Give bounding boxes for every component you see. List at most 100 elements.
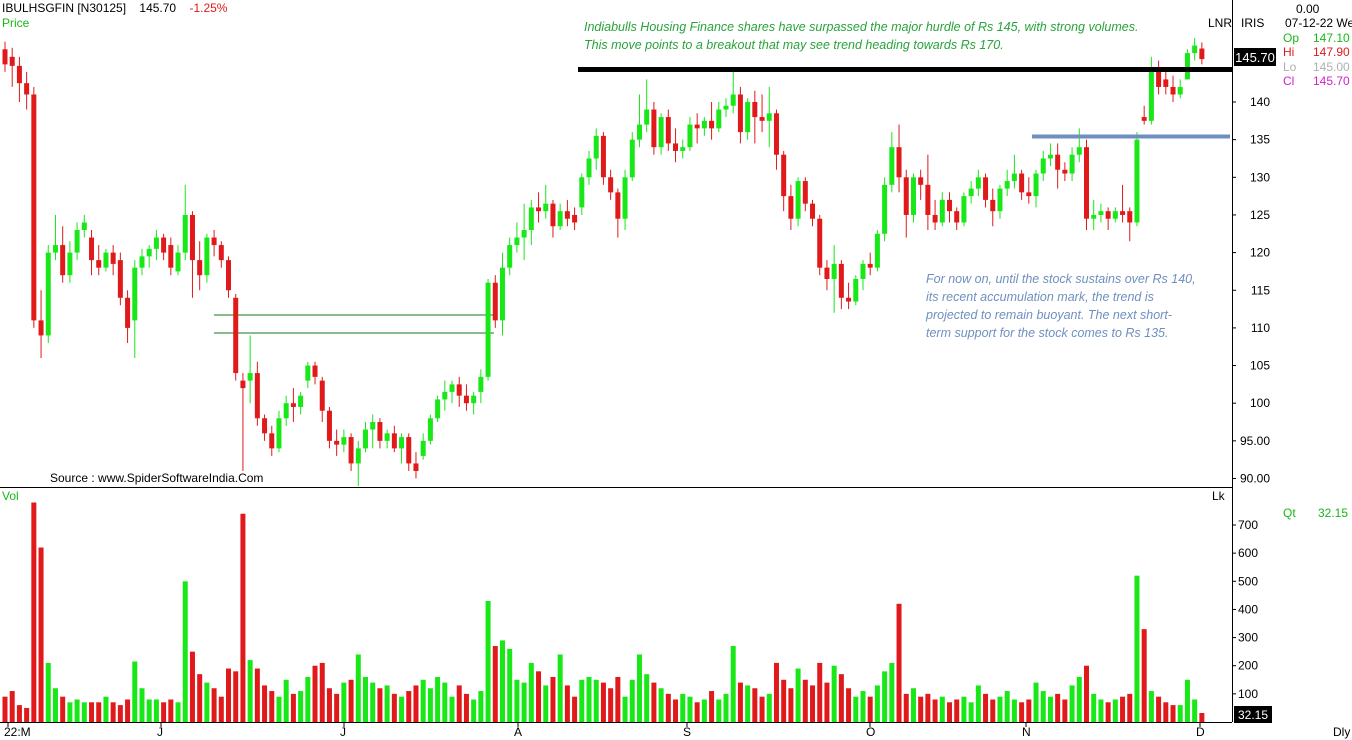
volume-bar (817, 662, 823, 722)
candle (312, 361, 318, 385)
candle (1148, 56, 1154, 125)
candle (449, 380, 455, 404)
volume-bar (24, 707, 30, 722)
candle (593, 128, 599, 170)
volume-bar (853, 696, 859, 722)
candle (680, 139, 686, 159)
volume-bar (197, 674, 203, 722)
candle (752, 90, 758, 144)
volume-bar (326, 688, 332, 722)
volume-bar (38, 547, 44, 722)
candle (838, 260, 844, 310)
candle-body (370, 422, 376, 430)
price-tick-label: 95.00 (1240, 434, 1270, 448)
volume-bar (240, 513, 246, 722)
candle (665, 109, 671, 151)
volume-bar (810, 685, 816, 722)
candle (536, 192, 542, 223)
candle-body (1055, 154, 1061, 170)
volume-bar (1148, 691, 1154, 722)
volume-bar (1112, 699, 1118, 722)
volume-bar (1163, 702, 1169, 722)
candle-body (435, 399, 441, 419)
volume-bar (370, 682, 376, 722)
volume-bar (507, 648, 513, 722)
time-tick-label: A (514, 725, 522, 739)
volume-bar (312, 665, 318, 722)
candle (846, 282, 852, 310)
volume-bar (1098, 699, 1104, 722)
candle-body (903, 177, 909, 215)
candle-body (197, 260, 203, 276)
candle-body (182, 214, 188, 253)
volume-bar (824, 682, 830, 722)
candle (146, 245, 152, 268)
candle (831, 245, 837, 313)
candle (348, 433, 354, 471)
candle-body (1098, 211, 1104, 215)
candle (182, 184, 188, 261)
volume-bar (586, 676, 592, 722)
volume-bar (975, 685, 981, 722)
candle (939, 192, 945, 227)
price-panel-label: Price (2, 16, 30, 30)
candle (737, 86, 743, 144)
candle-body (644, 109, 650, 125)
candle-body (96, 260, 102, 268)
volume-bar (406, 691, 412, 722)
candle (1177, 79, 1183, 99)
volume-bar (1184, 679, 1190, 722)
candle (463, 384, 469, 411)
volume-bar (204, 682, 210, 722)
volume-bar (161, 702, 167, 722)
volume-bar (384, 685, 390, 722)
volume-bar (420, 679, 426, 722)
volume-bar (247, 660, 253, 722)
volume-panel-label: Vol (2, 489, 19, 503)
candle (997, 184, 1003, 219)
candle-body (874, 233, 880, 268)
volume-bar (413, 685, 419, 722)
candle (694, 113, 700, 144)
candle-body (730, 94, 736, 106)
volume-bar (766, 693, 772, 722)
qty-label: Qt (1283, 506, 1296, 520)
candle-body (889, 147, 895, 185)
candle (709, 102, 715, 140)
candle (1098, 203, 1104, 223)
candle (781, 150, 787, 212)
volume-bar (485, 600, 491, 722)
close-value: 145.70 (1313, 74, 1350, 88)
lnr-label[interactable]: LNR (1208, 16, 1233, 30)
open-value: 147.10 (1313, 31, 1350, 45)
candle (211, 230, 217, 257)
interval-label[interactable]: Dly (1333, 725, 1351, 739)
candle-body (276, 418, 282, 449)
candle-body (168, 245, 174, 268)
candle-body (355, 448, 361, 464)
candle-body (896, 147, 902, 178)
price-tick-label: 130 (1250, 170, 1270, 184)
volume-bar (961, 696, 967, 722)
candle (586, 150, 592, 185)
volume-bar (1091, 693, 1097, 722)
candle (968, 181, 974, 204)
volume-bar (925, 693, 931, 722)
volume-bar (471, 699, 477, 722)
candle-body (334, 440, 340, 445)
candle (67, 241, 73, 283)
last-price-text: 145.70 (1235, 50, 1275, 65)
candle-body (391, 433, 397, 449)
candle-body (680, 147, 686, 151)
price-tick-label: 110 (1251, 321, 1270, 335)
candle (298, 391, 304, 415)
candle-body (716, 109, 722, 129)
volume-bar (96, 702, 102, 722)
iris-label[interactable]: IRIS (1241, 16, 1265, 30)
candle (103, 248, 109, 272)
volume-axis: 100 200 300 400 500 600 700 (1232, 518, 1258, 701)
candle-body (348, 437, 354, 464)
candle (1076, 128, 1082, 163)
candle (326, 406, 332, 449)
volume-bar (262, 685, 268, 722)
